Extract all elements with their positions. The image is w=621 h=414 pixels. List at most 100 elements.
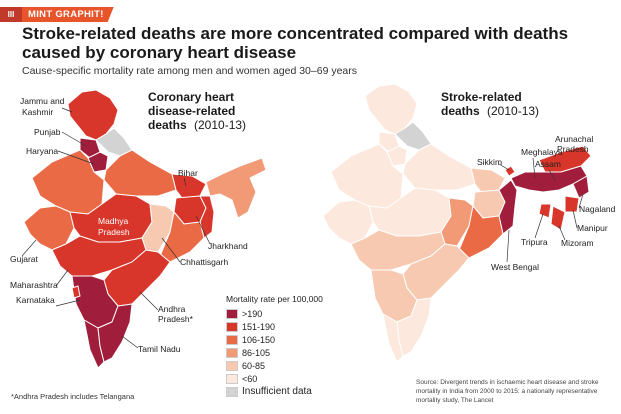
legend: Mortality rate per 100,000 >190 151-190 … — [226, 294, 323, 398]
legend-title: Mortality rate per 100,000 — [226, 294, 323, 304]
label-sikkim: Sikkim — [477, 157, 502, 167]
label-nagaland: Nagaland — [579, 204, 616, 214]
legend-label: 151-190 — [242, 321, 276, 332]
subtitle: Cause-specific mortality rate among men … — [22, 65, 358, 77]
leader-bihar — [183, 177, 187, 187]
coronary-title-1: Coronary heart — [148, 90, 234, 104]
label-arunachal-1: Arunachal — [555, 134, 593, 144]
legend-swatch — [226, 373, 238, 384]
leader-andhra — [139, 291, 159, 311]
legend-label: Insufficient data — [242, 386, 312, 397]
label-maharashtra: Maharashtra — [10, 280, 58, 290]
legend-swatch — [226, 360, 238, 371]
label-punjab: Punjab — [34, 127, 61, 137]
region-gujarat — [23, 205, 75, 251]
label-karnataka: Karnataka — [16, 295, 55, 305]
legend-label: >190 — [242, 308, 263, 319]
region-insufficient-north — [394, 121, 432, 151]
region-manipur — [564, 195, 580, 213]
leader-chhattisgarh — [161, 237, 181, 263]
mint-logo: III — [0, 7, 22, 22]
region-jammu-kashmir — [364, 83, 418, 135]
label-jharkhand: Jharkhand — [208, 241, 248, 251]
legend-item: >190 — [226, 307, 323, 320]
label-tripura: Tripura — [521, 237, 548, 247]
label-haryana: Haryana — [26, 146, 58, 156]
legend-label: 60-85 — [242, 360, 266, 371]
label-bihar: Bihar — [178, 168, 198, 178]
leader-tripura — [534, 213, 544, 239]
leader-jharkhand — [195, 215, 211, 245]
leader-jk — [61, 107, 73, 113]
legend-item: 151-190 — [226, 320, 323, 333]
leader-west-bengal — [506, 229, 510, 263]
label-andhra-1: Andhra — [158, 304, 186, 314]
legend-item: 86-105 — [226, 346, 323, 359]
label-meghalaya: Meghalaya — [521, 147, 563, 157]
leader-manipur — [572, 209, 578, 229]
label-madhya-1: Madhya — [98, 216, 129, 226]
region-gujarat — [322, 199, 374, 245]
legend-swatch — [226, 386, 238, 397]
legend-swatch — [226, 347, 238, 358]
leader-meghalaya — [532, 157, 536, 179]
region-tamil-nadu — [97, 303, 133, 363]
leader-assam — [548, 169, 556, 181]
footnote: *Andhra Pradesh includes Telangana — [11, 392, 135, 401]
region-sikkim — [504, 165, 516, 177]
region-nagaland — [572, 175, 590, 199]
legend-item: <60 — [226, 372, 323, 385]
region-west-bengal-left — [199, 195, 215, 239]
label-jammu-kashmir-2: Kashmir — [22, 107, 53, 117]
label-chhattisgarh: Chhattisgarh — [180, 257, 228, 267]
region-jammu-kashmir — [67, 89, 119, 141]
legend-swatch — [226, 308, 238, 319]
label-manipur: Manipur — [577, 223, 608, 233]
region-odisha — [458, 204, 504, 259]
leader-gujarat — [21, 239, 37, 257]
legend-label: <60 — [242, 373, 258, 384]
coronary-title-2: disease-related — [148, 104, 235, 118]
label-tamil-nadu: Tamil Nadu — [138, 344, 181, 354]
stroke-title-years: (2010-13) — [487, 104, 539, 118]
legend-item: 60-85 — [226, 359, 323, 372]
coronary-title-3: deaths — [148, 118, 187, 132]
region-northeast-left — [205, 157, 267, 219]
label-gujarat: Gujarat — [10, 254, 39, 264]
region-insufficient-north — [95, 127, 133, 157]
region-tripura — [538, 203, 552, 219]
region-rajasthan — [330, 143, 404, 209]
brand-label: MINT GRAPHIT! — [22, 7, 114, 22]
region-west-bengal — [498, 179, 518, 235]
headline: Stroke-related deaths are more concentra… — [22, 24, 569, 62]
leader-tamil-nadu — [121, 335, 139, 349]
coronary-title-years: (2010-13) — [194, 118, 246, 132]
region-uttar-pradesh — [402, 143, 476, 191]
leader-nagaland — [578, 193, 584, 209]
legend-item: 106-150 — [226, 333, 323, 346]
stroke-title-2: deaths — [441, 104, 480, 118]
leader-maharashtra — [55, 269, 69, 287]
leader-sikkim — [498, 163, 510, 171]
legend-item: Insufficient data — [226, 385, 323, 398]
label-assam: Assam — [535, 159, 561, 169]
stroke-map: Stroke-related deaths (2010-13) Arunacha… — [322, 83, 616, 363]
label-mizoram: Mizoram — [561, 238, 594, 248]
leader-karnataka — [55, 299, 81, 307]
leader-mizoram — [558, 225, 566, 241]
region-uttar-pradesh — [103, 149, 177, 197]
region-tamil-nadu — [396, 297, 432, 357]
leader-punjab — [61, 131, 87, 147]
legend-label: 106-150 — [242, 334, 276, 345]
label-jammu-kashmir-1: Jammu and — [20, 96, 65, 106]
legend-label: 86-105 — [242, 347, 271, 358]
legend-swatch — [226, 334, 238, 345]
label-madhya-2: Pradesh — [98, 227, 130, 237]
region-bihar — [470, 167, 506, 193]
coronary-map: Coronary heart disease-related deaths (2… — [10, 89, 267, 369]
source-note: Source: Divergent trends in ischaemic he… — [416, 379, 599, 404]
region-rajasthan — [31, 149, 105, 215]
label-west-bengal: West Bengal — [491, 262, 539, 272]
mint-graphiti-badge: III MINT GRAPHIT! — [0, 7, 114, 22]
